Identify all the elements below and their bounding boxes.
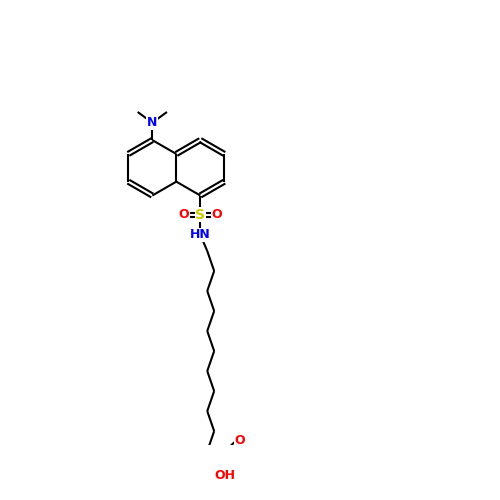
Text: O: O (179, 208, 190, 222)
Text: O: O (211, 208, 222, 222)
Text: OH: OH (215, 470, 236, 482)
Text: O: O (234, 434, 246, 448)
Text: S: S (196, 208, 205, 222)
Text: HN: HN (190, 228, 210, 241)
Text: N: N (147, 116, 158, 130)
